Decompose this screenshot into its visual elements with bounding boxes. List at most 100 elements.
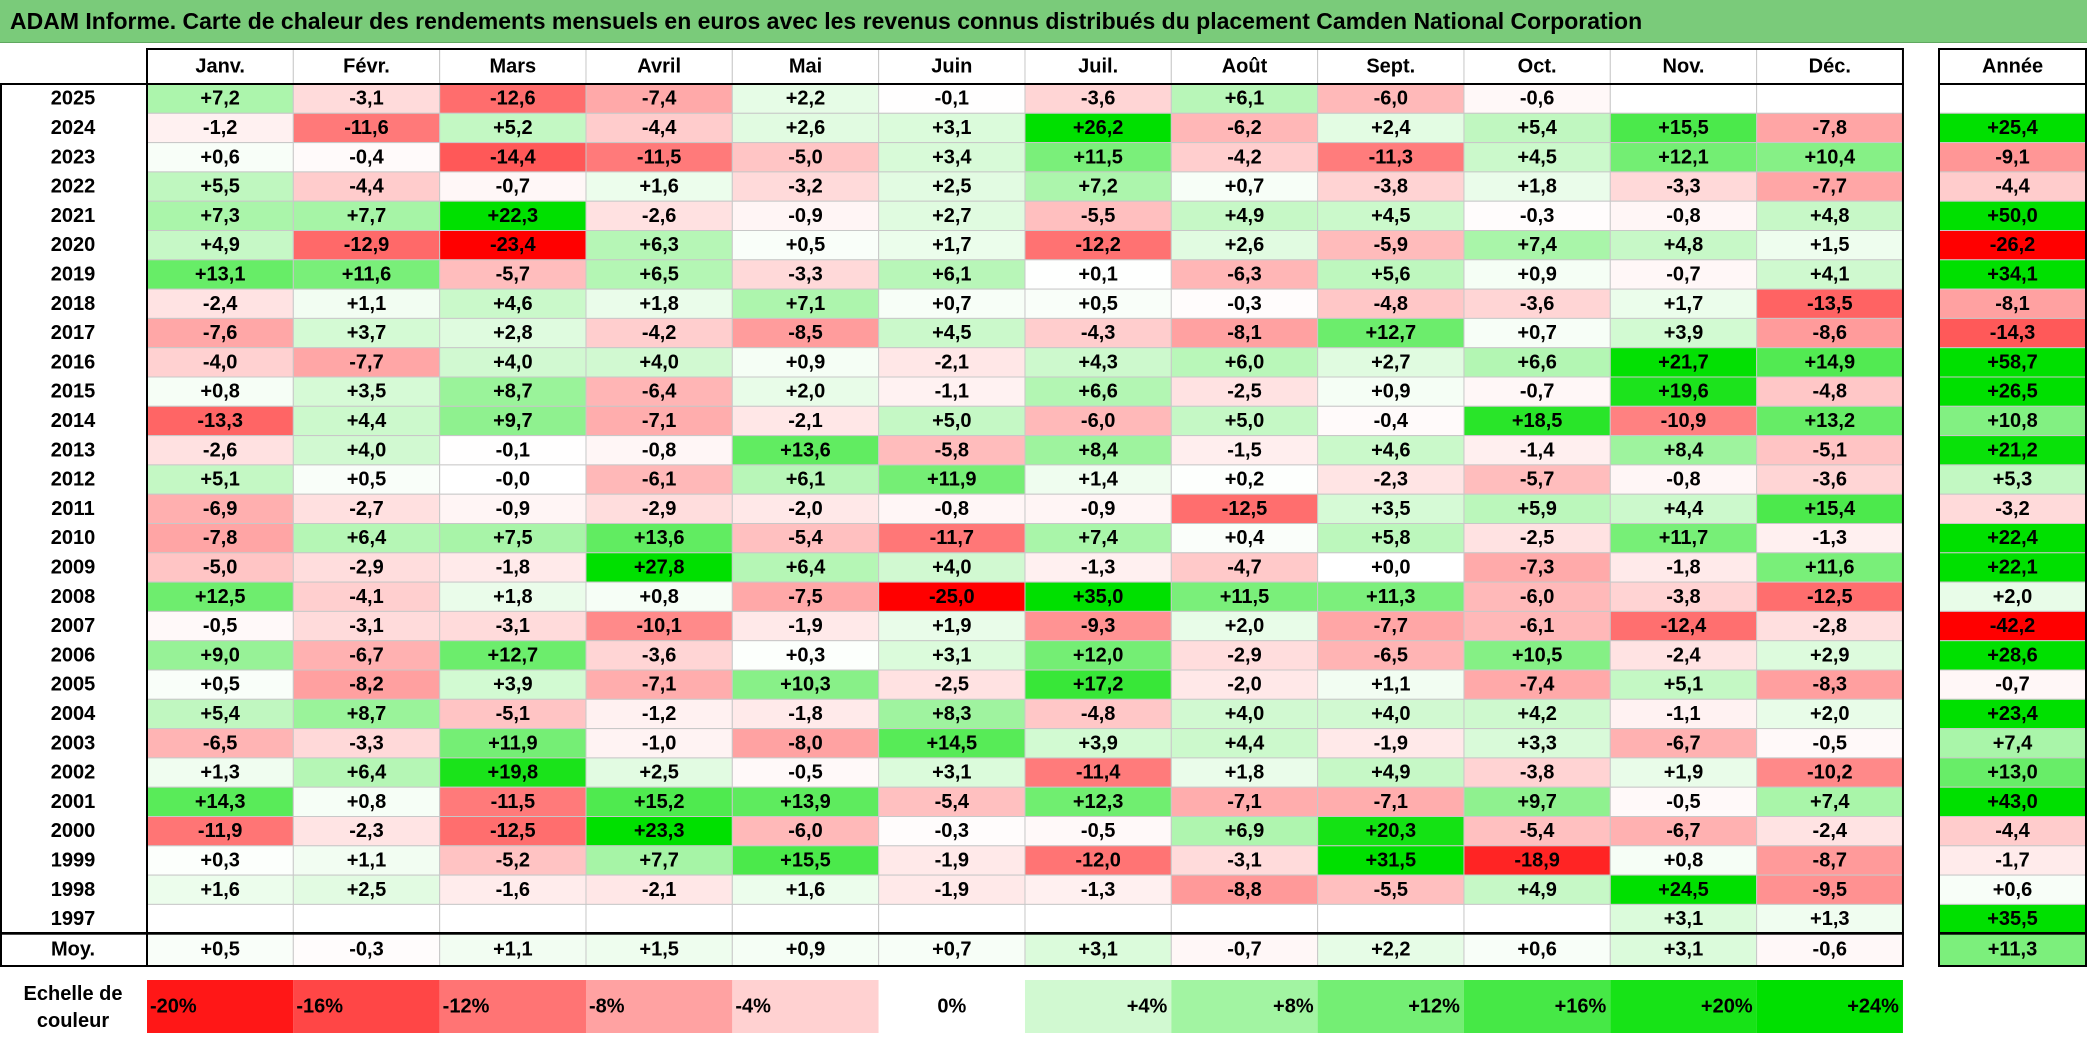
- cell-value: +1,1: [347, 849, 386, 871]
- heatmap-cell: [439, 83, 587, 114]
- cell-value: -0,8: [642, 439, 676, 461]
- cell-value: -7,6: [203, 322, 237, 344]
- cell-value: +0,8: [347, 791, 386, 813]
- title-bar: ADAM Informe. Carte de chaleur des rende…: [0, 0, 2087, 43]
- cell-value: -5,8: [935, 439, 969, 461]
- cell-value: +7,3: [200, 205, 239, 227]
- heatmap-cell: [1463, 610, 1611, 642]
- row-label-2024: 2024: [51, 117, 96, 139]
- cell-value: +1,1: [347, 293, 386, 315]
- scale-label: -12%: [443, 996, 490, 1018]
- heatmap-cell: [1170, 845, 1319, 876]
- annual-value: +13,0: [1987, 762, 2038, 784]
- cell-value: +12,0: [1073, 644, 1124, 666]
- scale-swatch: [1171, 980, 1318, 1033]
- heatmap-cell: [439, 405, 587, 437]
- cell-value: +0,9: [786, 351, 825, 373]
- heatmap-cell: [1170, 83, 1319, 114]
- cell-value: -6,9: [203, 498, 237, 520]
- heatmap-cell: [1463, 288, 1611, 319]
- heatmap-cell: [731, 845, 880, 876]
- cell-value: -6,7: [1666, 820, 1700, 842]
- cell-value: -5,7: [1520, 469, 1554, 491]
- cell-value: +4,5: [932, 322, 971, 344]
- scale-label: +8%: [1273, 996, 1314, 1018]
- row-label-2016: 2016: [51, 351, 96, 373]
- cell-value: -8,8: [1227, 879, 1261, 901]
- cell-value: -5,1: [496, 703, 530, 725]
- year-header-cell: [1938, 48, 2087, 85]
- heatmap-cell: [1317, 786, 1465, 818]
- heatmap-cell: [1317, 435, 1465, 466]
- scale-swatch: [585, 980, 733, 1033]
- heatmap-cell: [292, 816, 441, 847]
- annual-cell: [1938, 874, 2087, 905]
- average-value: +3,1: [1078, 939, 1117, 961]
- cell-value: +11,7: [1659, 527, 1709, 549]
- cell-value: +19,8: [488, 762, 539, 784]
- cell-value: +2,2: [786, 88, 825, 110]
- heatmap-cell: [1024, 698, 1172, 730]
- heatmap-cell: [878, 874, 1026, 905]
- scale-label: +20%: [1701, 996, 1753, 1018]
- heatmap-cell: [731, 171, 880, 202]
- heatmap-cell: [585, 903, 733, 935]
- heatmap-cell: [1024, 142, 1172, 173]
- cell-value: +1,7: [932, 234, 971, 256]
- cell-value: -6,0: [1081, 410, 1115, 432]
- cell-value: -4,8: [1813, 381, 1847, 403]
- heatmap-cell: [1463, 83, 1611, 114]
- annual-value: +23,4: [1987, 703, 2038, 725]
- cell-value: -1,0: [642, 732, 676, 754]
- cell-value: +12,1: [1658, 146, 1709, 168]
- heatmap-cell: [1024, 259, 1172, 290]
- heatmap-cell: [585, 142, 733, 173]
- row-label-2014: 2014: [51, 410, 96, 432]
- heatmap-cell: [731, 288, 880, 319]
- cell-value: -3,1: [349, 615, 383, 637]
- heatmap-cell: [878, 581, 1026, 612]
- cell-value: +0,7: [1517, 322, 1556, 344]
- cell-value: -8,6: [1813, 322, 1847, 344]
- heatmap-cell: [731, 581, 880, 612]
- heatmap-cell: [439, 845, 587, 876]
- cell-value: -0,7: [496, 176, 530, 198]
- cell-value: -1,9: [788, 615, 822, 637]
- heatmap-cell: [1317, 317, 1465, 349]
- average-value: +1,5: [639, 939, 678, 961]
- cell-value: +19,6: [1658, 381, 1709, 403]
- cell-value: -6,0: [788, 820, 822, 842]
- heatmap-cell: [1024, 757, 1172, 788]
- heatmap-cell: [1024, 171, 1172, 202]
- scale-label: -4%: [735, 996, 771, 1018]
- cell-value: +5,9: [1517, 498, 1556, 520]
- cell-value: +3,9: [493, 674, 532, 696]
- cell-value: -3,1: [496, 615, 530, 637]
- cell-value: +0,0: [1371, 556, 1410, 578]
- heatmap-cell: [292, 259, 441, 290]
- cell-value: -2,3: [1374, 469, 1408, 491]
- cell-value: +0,8: [639, 586, 678, 608]
- cell-value: -6,1: [1520, 615, 1554, 637]
- heatmap-cell: [1756, 903, 1904, 935]
- heatmap-cell: [146, 903, 294, 935]
- heatmap-cell: [1609, 259, 1758, 290]
- heatmap-cell: [1317, 376, 1465, 407]
- heatmap-cell: [1609, 171, 1758, 202]
- cell-value: -7,1: [1227, 791, 1261, 813]
- heatmap-cell: [1024, 317, 1172, 349]
- cell-value: -18,9: [1514, 849, 1560, 871]
- cell-value: +1,6: [200, 879, 239, 901]
- heatmap-cell: [292, 610, 441, 642]
- heatmap-cell: [1170, 728, 1319, 759]
- cell-value: -4,4: [642, 117, 677, 139]
- cell-value: -0,7: [1666, 263, 1700, 285]
- heatmap-cell: [1609, 610, 1758, 642]
- cell-value: -4,1: [349, 586, 383, 608]
- heatmap-cell: [878, 610, 1026, 642]
- cell-value: -0,8: [1666, 205, 1700, 227]
- heatmap-cell: [1609, 523, 1758, 554]
- cell-value: +13,6: [634, 527, 685, 549]
- scale-label: +12%: [1408, 996, 1460, 1018]
- cell-value: -0,8: [935, 498, 969, 520]
